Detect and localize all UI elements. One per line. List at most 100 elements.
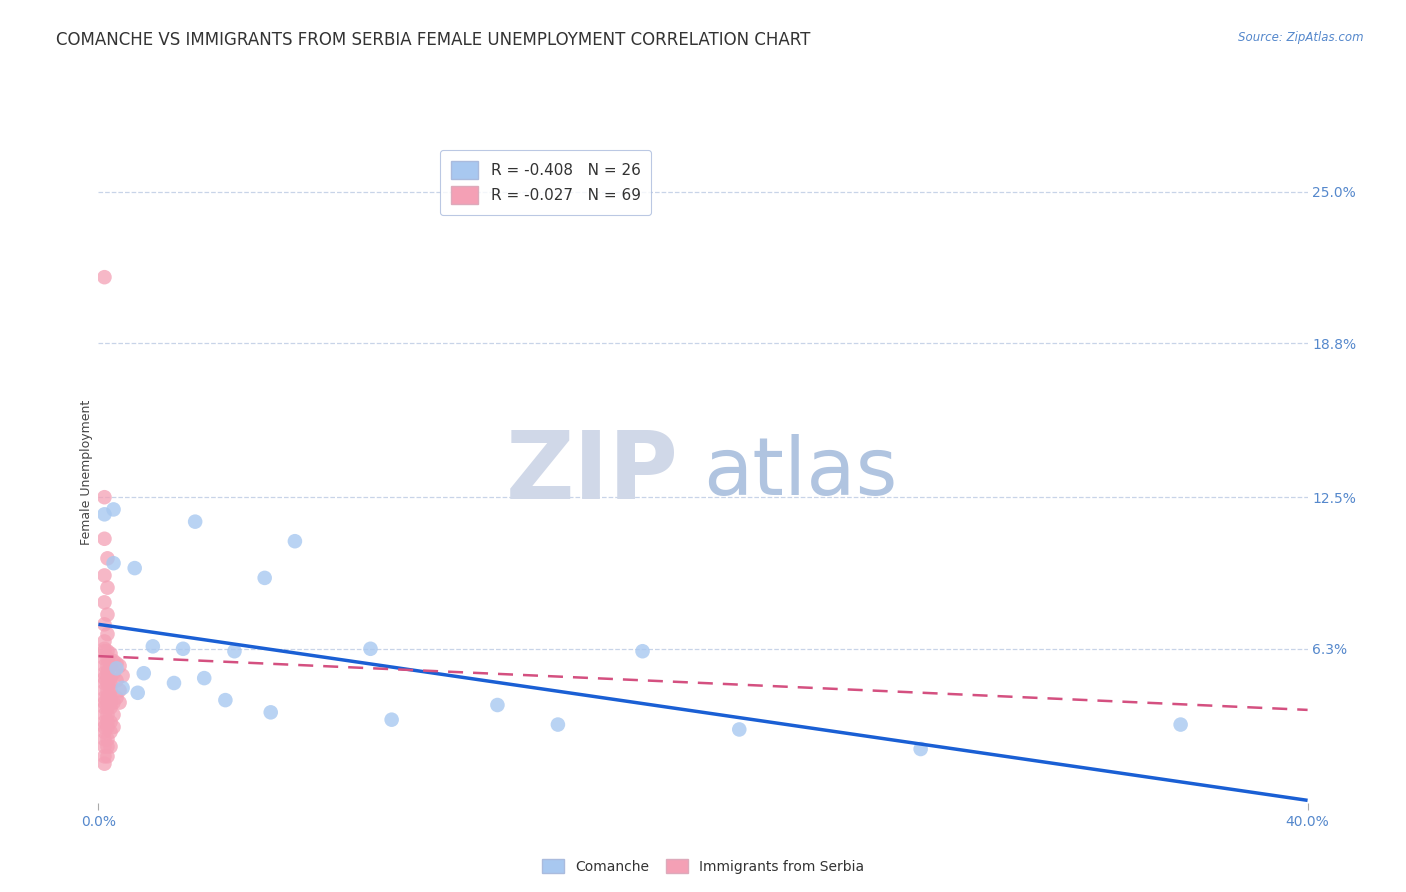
Point [103,654,125,668]
Point [93,617,115,632]
Point [96,644,118,658]
Point [103,720,125,734]
Point [486,698,509,712]
Point [96,659,118,673]
Point [93,532,115,546]
Point [108,696,131,710]
Point [103,696,125,710]
Point [260,706,283,720]
Point [96,739,118,754]
Point [96,551,118,566]
Point [93,749,115,764]
Point [111,681,134,695]
Point [1170,717,1192,731]
Point [100,715,122,730]
Point [96,749,118,764]
Point [93,641,115,656]
Point [103,556,125,570]
Point [96,715,118,730]
Point [93,671,115,685]
Point [728,723,751,737]
Point [96,607,118,622]
Point [93,634,115,648]
Point [93,720,115,734]
Point [100,676,122,690]
Point [96,700,118,714]
Point [172,641,194,656]
Point [105,661,128,675]
Point [132,666,155,681]
Point [100,647,122,661]
Point [360,641,382,656]
Point [100,739,122,754]
Point [93,595,115,609]
Point [100,671,122,685]
Point [163,676,186,690]
Point [96,666,118,681]
Point [96,707,118,722]
Point [93,700,115,714]
Point [214,693,236,707]
Point [105,690,128,705]
Point [105,673,128,688]
Point [93,756,115,771]
Text: atlas: atlas [703,434,897,512]
Point [93,683,115,698]
Text: COMANCHE VS IMMIGRANTS FROM SERBIA FEMALE UNEMPLOYMENT CORRELATION CHART: COMANCHE VS IMMIGRANTS FROM SERBIA FEMAL… [56,31,811,49]
Point [284,534,307,549]
Point [93,725,115,739]
Point [184,515,207,529]
Point [93,644,115,658]
Point [93,715,115,730]
Point [108,659,131,673]
Point [93,696,115,710]
Legend: Comanche, Immigrants from Serbia: Comanche, Immigrants from Serbia [534,852,872,880]
Point [93,490,115,504]
Point [100,659,122,673]
Point [93,676,115,690]
Point [103,502,125,516]
Point [96,683,118,698]
Text: ZIP: ZIP [506,426,679,519]
Point [93,690,115,705]
Point [93,666,115,681]
Point [111,668,134,682]
Point [93,739,115,754]
Point [100,725,122,739]
Point [127,686,149,700]
Point [96,676,118,690]
Point [93,651,115,665]
Point [96,651,118,665]
Y-axis label: Female Unemployment: Female Unemployment [80,401,93,545]
Point [631,644,654,658]
Point [96,720,118,734]
Point [93,659,115,673]
Point [253,571,276,585]
Point [124,561,146,575]
Point [93,707,115,722]
Point [100,683,122,698]
Point [193,671,215,685]
Point [142,640,165,654]
Point [103,707,125,722]
Point [96,627,118,641]
Point [96,581,118,595]
Point [93,568,115,582]
Point [100,690,122,705]
Point [910,742,932,756]
Point [105,657,128,671]
Point [381,713,404,727]
Point [108,683,131,698]
Point [100,696,122,710]
Point [93,270,115,285]
Point [96,732,118,747]
Point [224,644,246,658]
Point [96,696,118,710]
Text: Source: ZipAtlas.com: Source: ZipAtlas.com [1239,31,1364,45]
Point [103,666,125,681]
Point [93,732,115,747]
Point [547,717,569,731]
Point [100,700,122,714]
Point [93,508,115,522]
Point [96,690,118,705]
